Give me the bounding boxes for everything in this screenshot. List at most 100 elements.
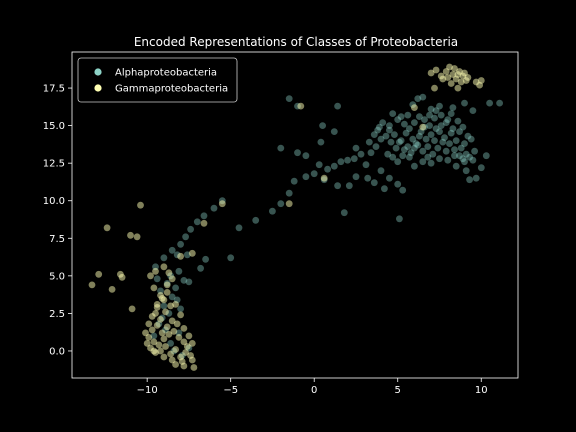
data-point [382, 132, 390, 140]
data-point [379, 119, 387, 126]
data-point [95, 270, 103, 278]
x-tick-label: 5 [395, 385, 401, 396]
data-point [320, 174, 328, 182]
data-point [394, 180, 402, 188]
data-point [419, 93, 427, 101]
data-point [451, 152, 458, 160]
data-point [436, 102, 443, 110]
data-point [269, 207, 276, 215]
data-point [407, 149, 415, 157]
data-point [163, 323, 171, 331]
data-point [160, 353, 168, 361]
data-point [441, 134, 448, 142]
data-point [386, 174, 393, 182]
data-point [389, 110, 397, 117]
data-point [411, 104, 418, 111]
data-point [392, 144, 400, 152]
data-point [459, 123, 467, 131]
data-point [399, 186, 407, 194]
data-point [471, 147, 478, 155]
data-point [150, 332, 158, 340]
data-point [447, 80, 455, 87]
data-point [396, 215, 403, 223]
data-point [377, 135, 385, 143]
data-point [190, 364, 198, 371]
data-point [210, 204, 218, 212]
data-point [436, 128, 443, 136]
data-point [334, 102, 341, 110]
data-point [142, 329, 149, 337]
data-point [456, 128, 463, 136]
data-point [381, 185, 388, 193]
data-point [188, 249, 196, 257]
data-point [357, 150, 365, 158]
data-point [439, 138, 447, 146]
data-point [404, 143, 412, 151]
data-point [143, 340, 151, 347]
data-point [462, 167, 470, 175]
data-point [163, 281, 171, 289]
data-point [160, 335, 168, 343]
data-point [158, 295, 166, 302]
data-point [426, 111, 433, 119]
data-point [461, 99, 468, 107]
data-point [200, 219, 208, 227]
data-point [397, 137, 405, 145]
legend-marker-alphaproteobacteria [94, 68, 102, 76]
data-point [177, 252, 185, 260]
data-point [414, 141, 422, 149]
data-point [399, 152, 407, 160]
data-point [451, 146, 458, 154]
data-point [170, 328, 178, 335]
data-point [155, 341, 163, 349]
data-point [188, 340, 196, 347]
data-point [377, 167, 385, 175]
data-point [162, 308, 169, 316]
data-point [446, 140, 453, 148]
data-point [160, 302, 168, 310]
points-layer [88, 63, 503, 371]
data-point [252, 216, 260, 224]
data-point [172, 284, 180, 292]
data-point [466, 176, 473, 184]
data-point [177, 311, 185, 319]
data-point [165, 331, 173, 338]
data-point [330, 128, 338, 136]
data-point [285, 189, 293, 197]
x-tick-label: −10 [137, 385, 158, 396]
data-point [168, 317, 176, 325]
data-point [200, 212, 208, 220]
data-point [150, 284, 158, 292]
data-point [384, 150, 392, 158]
data-point [394, 158, 402, 166]
data-point [426, 122, 433, 129]
data-point [172, 301, 180, 308]
data-point [496, 99, 503, 107]
data-point [387, 138, 395, 146]
data-point [416, 113, 423, 120]
data-point [411, 119, 418, 126]
data-point [424, 143, 432, 151]
data-point [148, 313, 156, 320]
data-point [182, 233, 190, 241]
legend-label-alphaproteobacteria: Alphaproteobacteria [115, 68, 217, 79]
data-point [454, 71, 462, 78]
data-point [148, 326, 156, 334]
data-point [447, 129, 455, 137]
y-tick-label: 10.0 [43, 196, 65, 207]
data-point [364, 174, 372, 182]
data-point [459, 155, 467, 163]
data-point [444, 116, 452, 123]
data-point [454, 84, 462, 92]
data-point [172, 346, 180, 353]
data-point [302, 173, 310, 181]
data-point [431, 137, 438, 145]
data-point [202, 255, 210, 263]
data-point [277, 144, 285, 152]
y-tick-label: 5.0 [49, 271, 65, 282]
data-point [285, 95, 293, 102]
data-point [422, 135, 430, 143]
data-point [145, 320, 153, 328]
data-point [396, 138, 403, 146]
data-point [469, 156, 477, 164]
